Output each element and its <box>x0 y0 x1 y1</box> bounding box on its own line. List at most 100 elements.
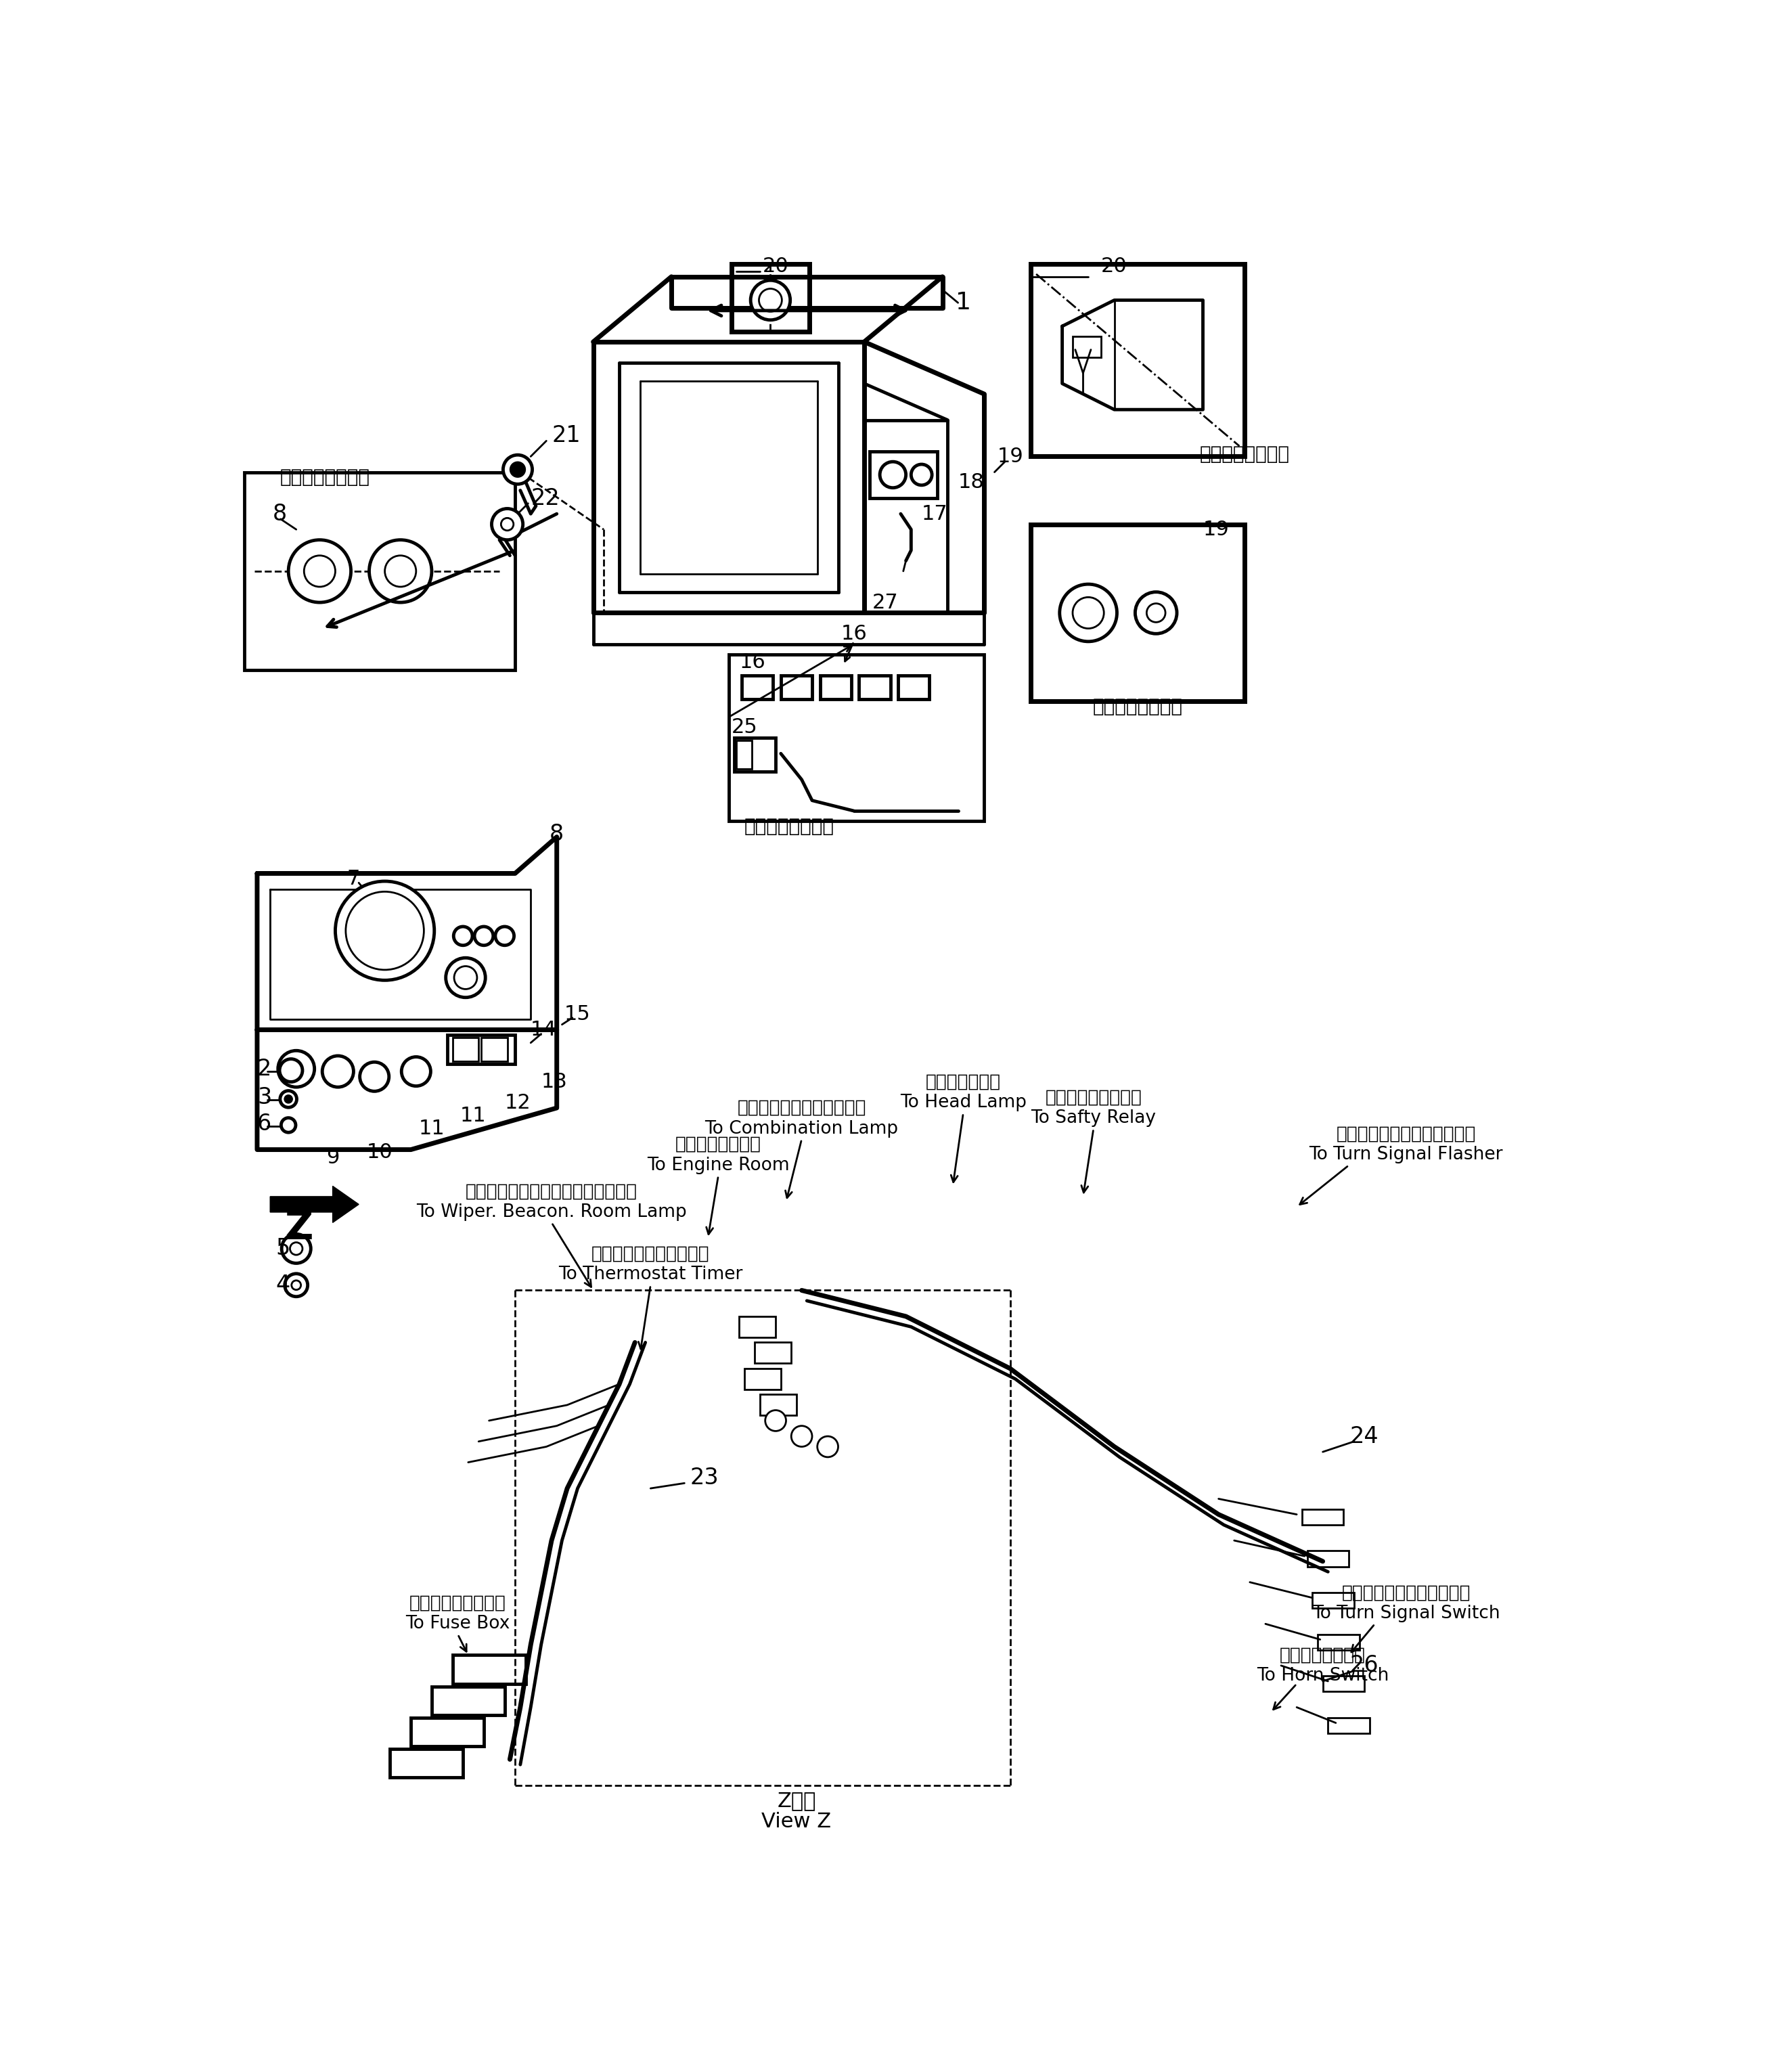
Circle shape <box>792 1426 812 1447</box>
Text: 4: 4 <box>276 1273 290 1296</box>
Text: 3: 3 <box>256 1087 272 1108</box>
Circle shape <box>765 1410 787 1430</box>
Circle shape <box>475 926 493 945</box>
Text: 19: 19 <box>996 446 1023 467</box>
Circle shape <box>453 926 473 945</box>
Bar <box>731 265 810 331</box>
Text: 2: 2 <box>256 1058 272 1081</box>
Circle shape <box>1059 585 1116 641</box>
Text: 27: 27 <box>873 593 898 612</box>
Bar <box>1328 1718 1369 1734</box>
Circle shape <box>369 539 432 601</box>
Circle shape <box>278 1050 314 1087</box>
Text: 23: 23 <box>690 1468 719 1488</box>
Text: 10: 10 <box>367 1143 392 1162</box>
Circle shape <box>280 1058 303 1081</box>
Bar <box>432 1687 505 1716</box>
Bar <box>244 471 514 670</box>
Text: （大型特殊車用）: （大型特殊車用） <box>744 816 835 835</box>
Bar <box>821 676 851 699</box>
Bar <box>754 1341 792 1364</box>
Bar <box>453 1038 478 1060</box>
Circle shape <box>817 1437 839 1457</box>
Circle shape <box>346 891 425 969</box>
Circle shape <box>495 926 514 945</box>
Text: 25: 25 <box>731 717 758 738</box>
Text: 19: 19 <box>1202 519 1229 539</box>
Circle shape <box>1147 604 1165 622</box>
Text: 6: 6 <box>256 1112 272 1135</box>
Bar <box>482 1038 507 1060</box>
Bar <box>1073 337 1102 358</box>
Text: ターンシグナルスイッチへ: ターンシグナルスイッチへ <box>1342 1583 1471 1602</box>
Text: To Horn Switch: To Horn Switch <box>1256 1668 1389 1685</box>
Bar <box>781 676 812 699</box>
Text: 20: 20 <box>763 256 788 277</box>
Polygon shape <box>271 1186 358 1222</box>
Text: 8: 8 <box>272 502 287 525</box>
Circle shape <box>401 1056 430 1085</box>
Bar <box>760 1395 796 1416</box>
Bar <box>1322 1676 1364 1691</box>
Circle shape <box>289 539 351 601</box>
Text: ヒューズボックスへ: ヒューズボックスへ <box>409 1594 505 1612</box>
Text: 5: 5 <box>276 1238 290 1259</box>
Text: 13: 13 <box>541 1073 568 1091</box>
Circle shape <box>910 465 932 486</box>
Text: 24: 24 <box>1349 1424 1378 1447</box>
Bar <box>742 676 772 699</box>
Text: 8: 8 <box>550 823 564 845</box>
Text: サーモスタットタイマへ: サーモスタットタイマへ <box>591 1244 710 1263</box>
Text: Z　視: Z 視 <box>778 1792 815 1811</box>
Text: 12: 12 <box>505 1093 530 1112</box>
Circle shape <box>281 1234 310 1263</box>
Circle shape <box>290 1242 303 1255</box>
Text: ホーンスイッチへ: ホーンスイッチへ <box>1279 1645 1366 1664</box>
Circle shape <box>285 1273 308 1296</box>
Text: 1: 1 <box>955 291 971 314</box>
Circle shape <box>292 1279 301 1290</box>
Bar <box>448 1036 514 1065</box>
Circle shape <box>281 1118 296 1133</box>
Bar <box>1317 1635 1360 1649</box>
Circle shape <box>280 1091 297 1108</box>
Circle shape <box>446 957 486 998</box>
Text: 16: 16 <box>840 624 867 643</box>
Circle shape <box>511 463 525 477</box>
Bar <box>1303 1509 1344 1525</box>
Text: ワイパ・ビーコン・ルームランプへ: ワイパ・ビーコン・ルームランプへ <box>466 1182 638 1201</box>
Bar <box>391 1749 462 1778</box>
Text: Z: Z <box>285 1209 314 1246</box>
Text: View Z: View Z <box>762 1813 831 1831</box>
Text: 20: 20 <box>1102 256 1127 277</box>
Text: 9: 9 <box>326 1147 339 1168</box>
Bar <box>735 738 776 771</box>
Circle shape <box>504 455 532 484</box>
Circle shape <box>760 289 781 312</box>
Bar <box>453 1656 525 1685</box>
Text: 16: 16 <box>738 653 765 672</box>
Text: To Wiper. Beacon. Room Lamp: To Wiper. Beacon. Room Lamp <box>416 1203 686 1222</box>
Text: To Turn Signal Flasher: To Turn Signal Flasher <box>1310 1145 1503 1164</box>
Circle shape <box>335 881 434 980</box>
Circle shape <box>1073 597 1104 628</box>
Text: 11: 11 <box>419 1118 444 1139</box>
Bar <box>1312 1592 1355 1608</box>
Text: 14: 14 <box>530 1019 557 1040</box>
Circle shape <box>751 281 790 320</box>
Text: ターンシグナルフラッシャへ: ターンシグナルフラッシャへ <box>1337 1124 1477 1143</box>
Text: To Thermostat Timer: To Thermostat Timer <box>559 1265 742 1284</box>
Bar <box>869 451 937 498</box>
Circle shape <box>360 1062 389 1091</box>
Text: （大型特殊車用）: （大型特殊車用） <box>1093 697 1183 715</box>
Text: To Safty Relay: To Safty Relay <box>1030 1110 1156 1127</box>
Bar <box>410 1718 484 1747</box>
Text: To Turn Signal Switch: To Turn Signal Switch <box>1312 1604 1500 1623</box>
Bar <box>898 676 930 699</box>
Text: ヘッドランプへ: ヘッドランプへ <box>926 1073 1000 1091</box>
Text: 22: 22 <box>530 488 559 508</box>
Bar <box>737 740 753 769</box>
Text: To Head Lamp: To Head Lamp <box>900 1093 1027 1112</box>
Circle shape <box>385 556 416 587</box>
Text: エンジンルームへ: エンジンルームへ <box>676 1135 762 1153</box>
